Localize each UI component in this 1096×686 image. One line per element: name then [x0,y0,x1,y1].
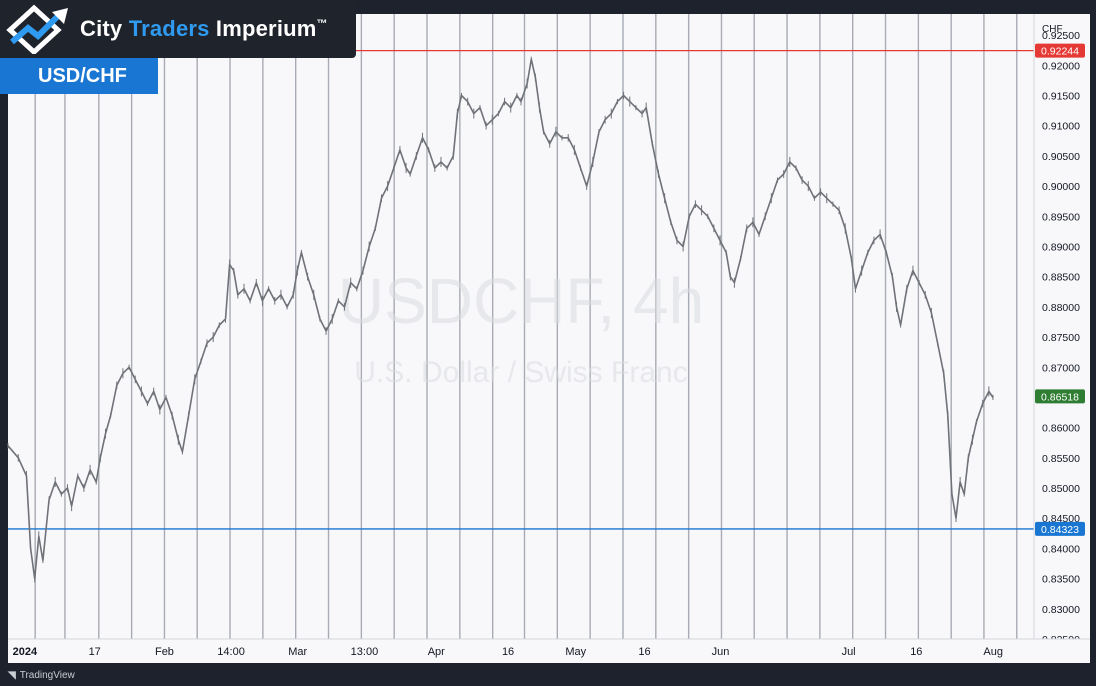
brand-header: City Traders Imperium™ [0,0,356,58]
price-series [7,56,994,583]
y-tick-label: 0.87500 [1042,332,1080,344]
x-tick-label: Jun [712,646,730,658]
resistance-badge [1035,43,1085,58]
x-tick-label: 2024 [13,646,38,658]
y-tick-label: 0.90000 [1042,181,1080,193]
y-tick-label: 0.92000 [1042,60,1080,72]
watermark-description: U.S. Dollar / Swiss Franc [354,356,687,389]
support-badge [1035,521,1085,536]
pair-label: USD/CHF [0,58,158,94]
price-axis-ticks: 0.92500 0.92000 0.91500 0.91000 0.90500 0.900… [1042,30,1080,646]
x-tick-label: 17 [89,646,101,658]
watermark-symbol: USDCHF, 4h [338,265,704,337]
resistance-badge-label: 0.92244 [1041,46,1079,58]
x-tick-label: 16 [502,646,514,658]
y-tick-label: 0.84000 [1042,543,1080,555]
currency-label: CHF [1042,24,1063,35]
x-tick-label: 13:00 [351,646,379,658]
x-tick-label: Mar [288,646,307,658]
brand-name: City Traders Imperium™ [80,16,328,42]
y-tick-label: 0.83000 [1042,604,1080,616]
x-tick-label: Aug [983,646,1003,658]
price-badges: 0.92244 0.84323 0.86518 [1035,43,1085,536]
time-axis-ticks: 2024 17 Feb 14:00 Mar 13:00 Apr 16 May 16 Jun Jul 16… [13,646,1003,658]
y-tick-label: 0.91000 [1042,121,1080,133]
y-tick-label: 0.89000 [1042,241,1080,253]
tradingview-logo-icon: ◥ [8,670,16,681]
x-tick-label: Jul [842,646,856,658]
plot-area[interactable] [8,14,1034,639]
price-line [7,58,994,580]
y-tick-label: 0.88500 [1042,272,1080,284]
x-tick-label: Apr [428,646,445,658]
x-tick-label: 16 [638,646,650,658]
y-tick-label: 0.86000 [1042,423,1080,435]
time-axis[interactable] [8,639,1090,663]
y-tick-label: 0.85500 [1042,453,1080,465]
x-tick-label: May [565,646,586,658]
brand-name-part2: Traders [128,16,210,41]
brand-name-part3: Imperium [209,16,317,41]
x-tick-label: Feb [155,646,174,658]
last-price-badge-label: 0.86518 [1041,391,1079,403]
platform-label[interactable]: TradingView [19,670,75,681]
x-tick-label: 14:00 [217,646,245,658]
brand-logo-icon [6,4,68,54]
trademark: ™ [316,18,328,30]
symbol-watermark: USDCHF, 4h U.S. Dollar / Swiss Franc [338,265,704,389]
support-badge-label: 0.84323 [1041,524,1079,536]
y-tick-label: 0.90500 [1042,151,1080,163]
footer: ◥ TradingView [8,668,75,684]
y-tick-label: 0.87000 [1042,362,1080,374]
y-tick-label: 0.91500 [1042,91,1080,103]
y-tick-label: 0.85000 [1042,483,1080,495]
x-tick-label: 16 [910,646,922,658]
y-tick-label: 0.92500 [1042,30,1080,42]
y-tick-label: 0.88000 [1042,302,1080,314]
last-price-badge [1035,389,1085,404]
y-tick-label: 0.89500 [1042,211,1080,223]
vertical-grid [34,14,1018,639]
y-tick-label: 0.83500 [1042,574,1080,586]
brand-name-part1: City [80,16,129,41]
